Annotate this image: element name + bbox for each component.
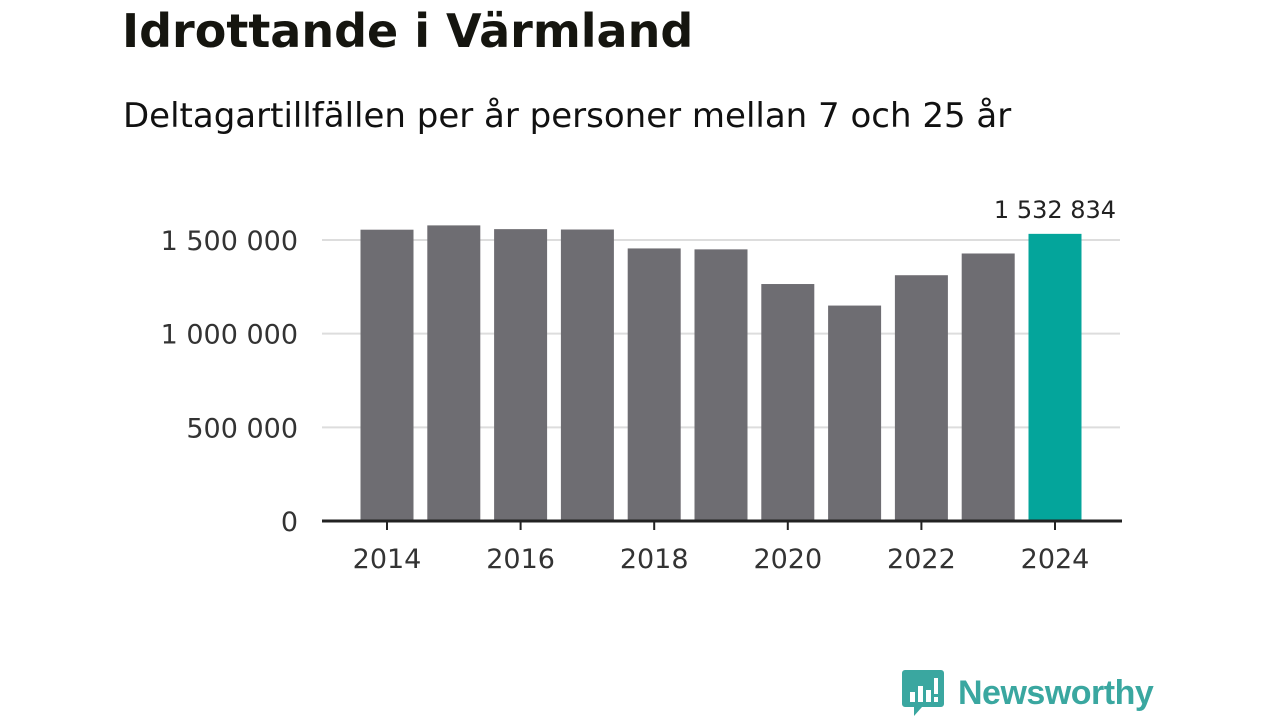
bar [560,229,614,521]
bar [761,284,815,521]
labels: 0 500 000 1 000 000 1 500 000 1 532 834 2014 2… [161,196,1117,575]
x-tick-label: 2024 [1021,544,1090,575]
bar [828,305,882,521]
chart-subtitle: Deltagartillfällen per år personer mella… [123,96,1012,136]
x-tick-label: 2014 [353,544,422,575]
y-tick-label: 500 000 [186,413,298,444]
bars [360,225,1082,522]
y-tick-label: 0 [281,507,298,538]
newsworthy-logo-icon [902,670,944,716]
newsworthy-logo: Newsworthy [902,668,1154,718]
bar [360,229,414,522]
bar-highlight [1028,233,1082,521]
x-tick-label: 2016 [486,544,555,575]
bar [427,225,481,521]
bar [494,229,548,521]
y-tick-label: 1 500 000 [161,226,298,257]
newsworthy-logo-text: Newsworthy [958,673,1154,712]
data-label: 1 532 834 [994,196,1116,224]
bar [694,249,748,521]
axes [322,519,1122,530]
x-tick-label: 2018 [620,544,689,575]
x-tick-label: 2022 [887,544,956,575]
bar [961,253,1015,521]
chart-title: Idrottande i Värmland [122,4,694,58]
y-tick-label: 1 000 000 [161,320,298,351]
bar [894,275,948,521]
x-tick-label: 2020 [753,544,822,575]
bar [627,248,681,521]
